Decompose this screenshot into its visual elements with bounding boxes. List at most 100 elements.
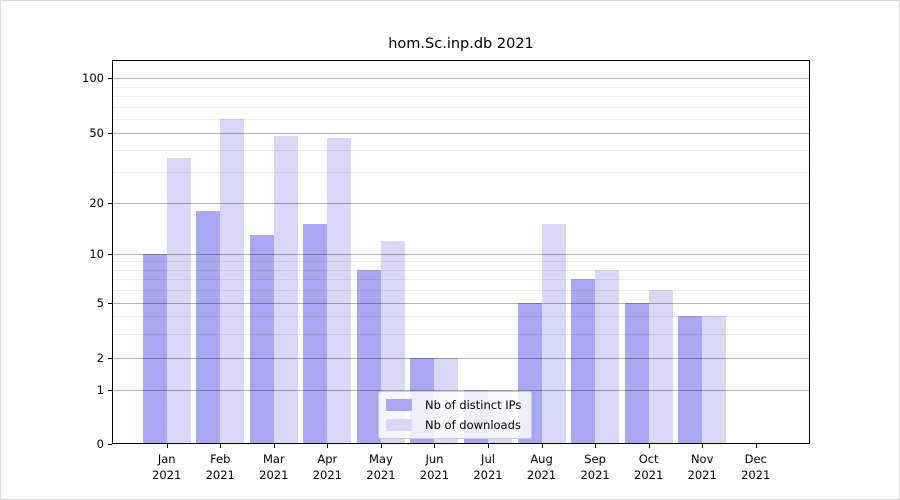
month-label: May [369,452,393,466]
legend-label-downloads: Nb of downloads [425,418,521,432]
x-tick-may [380,444,382,448]
month-label: Feb [210,452,231,466]
bar-downloads-oct [648,289,673,444]
y-tick-label-10: 10 [89,247,104,261]
year-label: 2021 [687,468,717,482]
y-tick-label-1: 1 [96,383,104,397]
x-tick-label-oct: Oct 2021 [617,451,681,483]
x-tick-oct [648,444,650,448]
month-label: Jan [157,452,176,466]
bar-downloads-aug [541,224,566,444]
minor-gridline-30 [112,171,810,173]
chart-title: hom.Sc.inp.db 2021 [388,36,534,52]
legend-swatch-distinct-ips-icon [386,399,412,411]
x-tick-aug [541,444,543,448]
x-tick-jan [166,444,168,448]
major-gridline-1 [112,390,810,391]
x-tick-label-apr: Apr 2021 [295,451,359,483]
minor-gridline-80 [112,96,810,98]
x-tick-dec [755,444,757,448]
minor-gridline-7 [112,279,810,281]
bar-ips-oct [624,302,649,444]
bar-ips-feb [196,210,221,444]
x-tick-label-aug: Aug 2021 [510,451,574,483]
x-tick-feb [220,444,222,448]
y-tick-1 [108,390,112,391]
month-label: Sep [584,452,606,466]
y-tick-label-20: 20 [89,195,104,210]
year-label: 2021 [205,468,235,482]
major-gridline-100 [112,78,810,80]
year-label: 2021 [152,468,182,482]
year-label: 2021 [580,468,610,482]
x-tick-label-may: May 2021 [349,451,413,483]
y-tick-label-100: 100 [82,71,104,86]
bar-ips-mar [249,234,274,444]
year-label: 2021 [526,468,557,482]
x-tick-nov [702,444,704,448]
minor-gridline-4 [112,316,810,318]
y-tick-label-5: 5 [96,295,104,310]
y-tick-5 [108,302,112,304]
bar-downloads-nov [702,316,727,444]
minor-gridline-9 [112,261,810,263]
x-tick-label-jan: Jan 2021 [135,451,199,483]
year-label: 2021 [259,468,289,482]
month-label: Nov [690,452,714,466]
x-tick-label-jun: Jun 2021 [402,451,466,483]
y-tick-100 [108,78,112,80]
legend-item-distinct-ips: Nb of distinct IPs [386,398,521,412]
bar-downloads-mar [273,136,298,444]
month-label: Aug [530,452,553,466]
x-tick-jun [434,444,436,448]
month-label: Dec [744,452,767,466]
major-gridline-2 [112,358,810,360]
y-tick-20 [108,202,112,204]
year-label: 2021 [634,468,664,482]
y-tick-2 [108,358,112,360]
y-tick-50 [108,133,112,135]
x-tick-apr [327,444,329,448]
x-tick-label-feb: Feb 2021 [188,451,252,483]
y-tick-label-2: 2 [96,351,104,366]
x-tick-label-dec: Dec 2021 [724,451,788,483]
year-label: 2021 [366,468,396,482]
year-label: 2021 [312,468,342,482]
year-label: 2021 [473,468,503,482]
bar-downloads-sep [595,269,620,444]
bar-ips-nov [678,316,703,444]
major-gridline-5 [112,302,810,304]
month-label: Jul [481,452,495,466]
bar-ips-may [356,269,381,444]
plot-area: Nb of distinct IPs Nb of downloads [112,60,810,444]
year-label: 2021 [419,468,450,482]
x-tick-label-jul: Jul 2021 [456,451,520,483]
legend-swatch-downloads-icon [386,419,412,431]
bar-downloads-apr [327,138,352,444]
y-tick-10 [108,254,112,255]
minor-gridline-40 [112,150,810,152]
x-tick-label-mar: Mar 2021 [242,451,306,483]
major-gridline-50 [112,133,810,135]
y-tick-label-50: 50 [89,126,104,141]
bar-ips-jan [142,254,167,444]
minor-gridline-8 [112,269,810,271]
bar-downloads-jan [166,158,191,444]
x-tick-jul [488,444,489,448]
bar-ips-sep [571,279,596,444]
y-tick-0 [108,444,112,445]
minor-gridline-6 [112,289,810,291]
legend-label-distinct-ips: Nb of distinct IPs [425,398,522,412]
minor-gridline-70 [112,106,810,108]
x-tick-sep [595,444,597,448]
bar-ips-apr [303,224,328,444]
year-label: 2021 [741,468,771,482]
major-gridline-20 [112,202,810,204]
month-label: Jun [425,452,444,466]
month-label: Apr [317,452,338,466]
legend: Nb of distinct IPs Nb of downloads [378,391,533,439]
y-tick-label-0: 0 [96,437,104,451]
x-tick-mar [273,444,275,448]
month-label: Mar [262,452,285,466]
